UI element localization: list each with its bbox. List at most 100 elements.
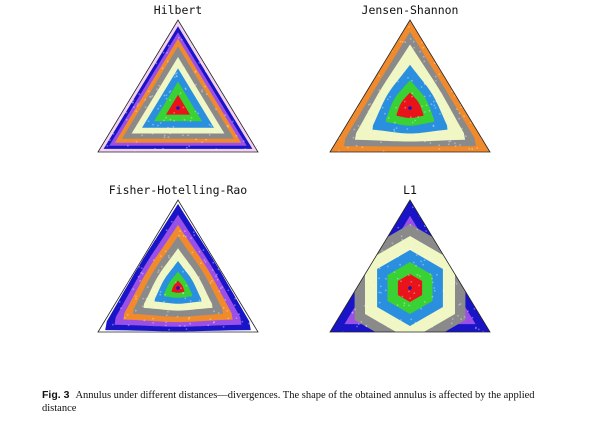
sample-dot [165, 251, 167, 253]
sample-dot [190, 303, 192, 305]
sample-dot [157, 271, 159, 273]
sample-dot [435, 80, 437, 82]
sample-dot [400, 245, 402, 247]
sample-dot [234, 298, 236, 300]
sample-dot [408, 305, 410, 307]
sample-dot [423, 61, 425, 63]
sample-dot [367, 306, 369, 308]
sample-dot [410, 224, 412, 226]
sample-dot [213, 322, 215, 324]
sample-dot [458, 118, 460, 120]
sample-dot [414, 120, 416, 122]
sample-dot [396, 127, 398, 129]
sample-dot [189, 317, 191, 319]
sample-dot [193, 231, 195, 233]
sample-dot [128, 324, 130, 326]
panel-title: Jensen-Shannon [322, 3, 498, 17]
sample-dot [413, 41, 415, 43]
sample-dot [198, 286, 200, 288]
sample-dot [400, 134, 402, 136]
sample-dot [166, 98, 168, 100]
sample-dot [389, 96, 391, 98]
sample-dot [205, 261, 207, 263]
sample-dot [412, 326, 414, 328]
sample-dot [448, 141, 450, 143]
sample-dot [200, 262, 202, 264]
sample-dot [182, 271, 184, 273]
sample-dot [459, 112, 461, 114]
sample-dot [164, 134, 166, 136]
sample-dot [193, 234, 195, 236]
sample-dot [378, 320, 380, 322]
sample-dot [465, 135, 467, 137]
sample-dot [135, 298, 137, 300]
sample-dot [163, 120, 165, 122]
sample-dot [152, 124, 154, 126]
sample-dot [186, 147, 188, 149]
sample-dot [178, 37, 180, 39]
sample-dot [190, 120, 192, 122]
sample-dot [434, 62, 436, 64]
sample-dot [218, 268, 220, 270]
sample-dot [185, 88, 187, 90]
sample-dot [445, 297, 447, 299]
sample-dot [126, 119, 128, 121]
sample-dot [209, 134, 211, 136]
sample-dot [424, 301, 426, 303]
sample-dot [173, 256, 175, 258]
sample-dot [176, 72, 178, 74]
sample-dot [218, 312, 220, 314]
sample-dot [155, 306, 157, 308]
sample-dot [378, 277, 380, 279]
sample-dot [144, 99, 146, 101]
sample-dot [420, 261, 422, 263]
sample-dot [198, 276, 200, 278]
sample-dot [109, 139, 111, 141]
sample-dot [205, 139, 207, 141]
sample-dot [397, 329, 399, 331]
sample-dot [385, 262, 387, 264]
sample-dot [384, 113, 386, 115]
sample-dot [217, 279, 219, 281]
sample-dot [201, 63, 203, 65]
panel-title: Hilbert [90, 3, 266, 17]
sample-dot [380, 286, 382, 288]
sample-dot [184, 325, 186, 327]
sample-dot [409, 238, 411, 240]
sample-dot [394, 271, 396, 273]
sample-dot [400, 319, 402, 321]
sample-dot [209, 124, 211, 126]
sample-dot [388, 89, 390, 91]
sample-dot [397, 81, 399, 83]
sample-dot [201, 141, 203, 143]
sample-dot [352, 312, 354, 314]
sample-dot [445, 109, 447, 111]
sample-dot [429, 257, 431, 259]
sample-dot [379, 268, 381, 270]
sample-dot [389, 250, 391, 252]
sample-dot [169, 91, 171, 93]
sample-dot [152, 322, 154, 324]
sample-dot [358, 125, 360, 127]
sample-dot [456, 283, 458, 285]
sample-dot [195, 139, 197, 141]
sample-dot [419, 51, 421, 53]
sample-dot [138, 276, 140, 278]
sample-dot [201, 89, 203, 91]
sample-dot [439, 74, 441, 76]
sample-dot [212, 269, 214, 271]
sample-dot [402, 296, 404, 298]
sample-dot [160, 291, 162, 293]
sample-dot [166, 314, 168, 316]
sample-dot [427, 137, 429, 139]
sample-dot [424, 96, 426, 98]
sample-dot [401, 235, 403, 237]
sample-dot [368, 117, 370, 119]
sample-dot [194, 71, 196, 73]
sample-dot [409, 297, 411, 299]
sample-dot [135, 295, 137, 297]
sample-dot [167, 311, 169, 313]
sample-dot [183, 67, 185, 69]
sample-dot [158, 85, 160, 87]
sample-dot [213, 310, 215, 312]
